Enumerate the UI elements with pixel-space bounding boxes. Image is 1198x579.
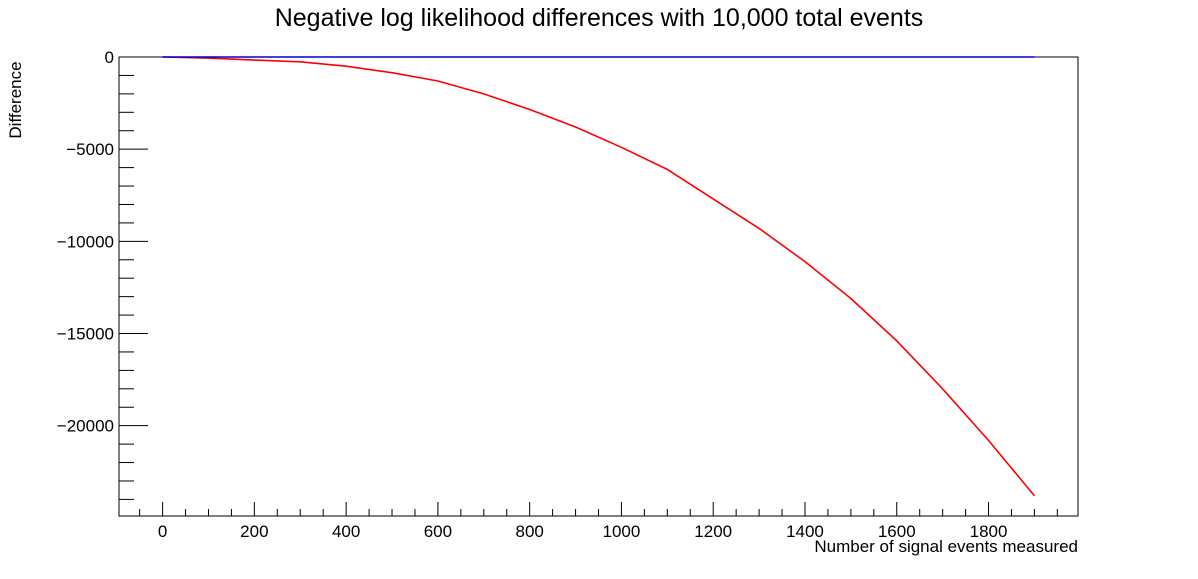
x-tick-label: 0 bbox=[158, 522, 167, 541]
series-line-0 bbox=[162, 56, 1036, 497]
x-tick-label: 800 bbox=[515, 522, 543, 541]
chart-title: Negative log likelihood differences with… bbox=[274, 4, 924, 32]
y-tick-label: −5000 bbox=[66, 140, 114, 159]
x-tick-label: 200 bbox=[240, 522, 268, 541]
y-tick-label: 0 bbox=[105, 48, 114, 67]
x-tick-label: 400 bbox=[332, 522, 360, 541]
y-tick-label: −15000 bbox=[57, 325, 114, 344]
y-tick-label: −10000 bbox=[57, 232, 114, 251]
x-tick-label: 1800 bbox=[970, 522, 1008, 541]
x-tick-label: 1000 bbox=[603, 522, 641, 541]
plot-frame bbox=[118, 56, 1079, 517]
x-axis-label: Number of signal events measured bbox=[814, 537, 1078, 556]
x-tick-label: 1400 bbox=[786, 522, 824, 541]
x-tick-label: 1600 bbox=[878, 522, 916, 541]
x-tick-label: 1200 bbox=[694, 522, 732, 541]
y-tick-label: −20000 bbox=[57, 417, 114, 436]
x-tick-label: 600 bbox=[424, 522, 452, 541]
y-axis-label: Difference bbox=[6, 61, 25, 139]
